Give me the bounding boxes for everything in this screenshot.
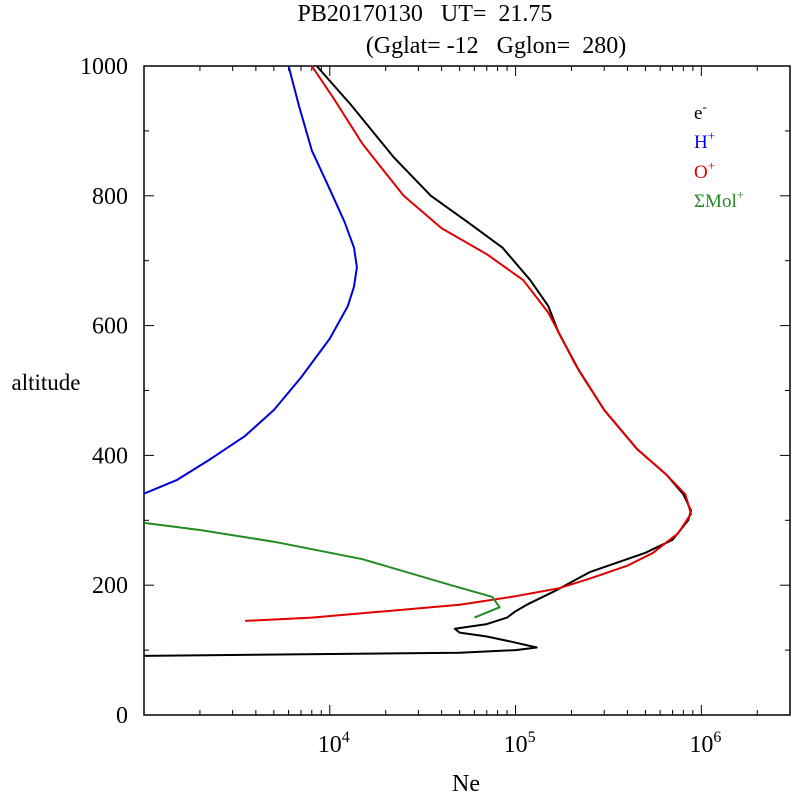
legend-entry-molecular-ions: ΣMol+ xyxy=(694,187,744,212)
legend: e- H+ O+ ΣMol+ xyxy=(694,99,744,212)
axis-ticks xyxy=(143,65,791,716)
legend-entry-hydrogen-ions: H+ xyxy=(694,128,715,153)
y-axis-label: altitude xyxy=(12,370,81,395)
x-tick-label: 105 xyxy=(504,729,536,758)
x-tick-labels: 104 105 106 xyxy=(318,729,722,758)
chart-title-line2: (Gglat= -12 Gglon= 280) xyxy=(366,33,626,59)
series-line-hydrogen-ions xyxy=(143,65,358,495)
y-tick-label: 400 xyxy=(92,443,128,469)
chart-title-line1: PB20170130 UT= 21.75 xyxy=(298,1,553,27)
y-tick-label: 1000 xyxy=(80,54,128,80)
y-tick-label: 0 xyxy=(116,703,128,729)
y-tick-label: 800 xyxy=(92,184,128,210)
x-tick-label: 104 xyxy=(318,729,350,758)
series-line-molecular-ions xyxy=(143,521,501,619)
y-tick-label: 600 xyxy=(92,314,128,340)
series-line-electrons xyxy=(143,65,692,657)
legend-entry-oxygen-ions: O+ xyxy=(694,158,715,183)
x-tick-label: 106 xyxy=(689,729,721,758)
series-line-oxygen-ions xyxy=(245,65,692,622)
data-series xyxy=(143,65,692,657)
y-tick-labels: 0 200 400 600 800 1000 xyxy=(80,54,128,729)
x-axis-label: Ne xyxy=(452,771,480,795)
legend-entry-electrons: e- xyxy=(694,99,707,124)
y-tick-label: 200 xyxy=(92,573,128,599)
